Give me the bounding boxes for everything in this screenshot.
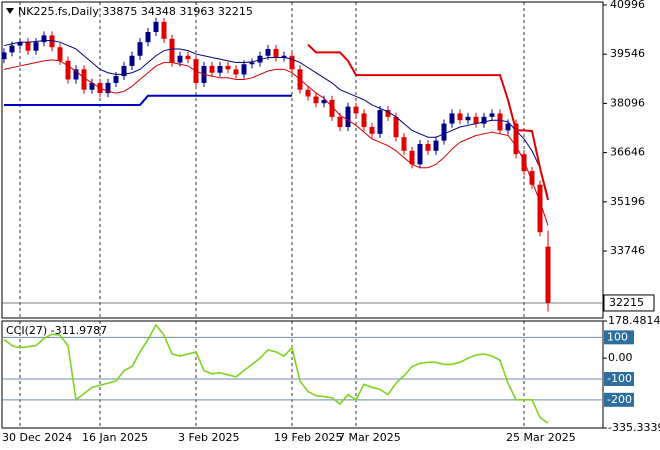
chart-title: NK225.fs,Daily 33875 34348 31963 32215 <box>18 5 253 18</box>
candle-body <box>521 154 527 172</box>
last-price-box <box>603 294 655 312</box>
candle-body <box>249 62 255 65</box>
y-tick-label: 39546 <box>610 47 645 60</box>
indicator-line <box>4 94 292 106</box>
y-tick-label: -335.3339 <box>608 421 660 434</box>
candle-body <box>345 106 351 128</box>
candle-body <box>9 45 15 53</box>
candle-body <box>425 143 431 151</box>
y-tick-label: 0.00 <box>608 351 633 364</box>
x-tick-label: 7 Mar 2025 <box>338 431 401 444</box>
candle-body <box>385 110 391 117</box>
candle-body <box>377 110 383 134</box>
candle-body <box>545 246 551 303</box>
level-box <box>604 371 634 386</box>
candle-body <box>353 106 359 114</box>
candle-body <box>73 69 79 80</box>
candle-body <box>89 82 95 90</box>
candle-body <box>185 55 191 60</box>
candle-body <box>329 99 335 117</box>
candle-body <box>65 60 71 80</box>
candle-body <box>289 55 295 70</box>
y-tick-label: 40996 <box>610 0 645 11</box>
y-tick-label: 35196 <box>610 195 645 208</box>
y-tick-label: 38096 <box>610 96 645 109</box>
candle-body <box>265 48 271 56</box>
candle-body <box>49 35 55 48</box>
candle-body <box>137 42 143 56</box>
level-box <box>604 392 634 407</box>
x-tick-label: 19 Feb 2025 <box>274 431 342 444</box>
candle-body <box>281 55 287 58</box>
y-tick-label: 33746 <box>610 244 645 257</box>
candle-body <box>257 55 263 63</box>
indicator-line <box>3 59 549 226</box>
candle-body <box>409 150 415 165</box>
x-tick-label: 16 Jan 2025 <box>82 431 148 444</box>
candle-body <box>457 113 463 121</box>
candle-body <box>529 171 535 185</box>
candle-body <box>433 140 439 151</box>
candle-body <box>361 113 367 128</box>
candle-body <box>505 123 511 131</box>
candle-body <box>497 113 503 131</box>
candle-body <box>337 116 343 128</box>
y-tick-label: 36646 <box>610 146 645 159</box>
candle-body <box>33 42 39 51</box>
candle-body <box>313 96 319 104</box>
candle-body <box>225 65 231 70</box>
x-tick-label: 3 Feb 2025 <box>178 431 239 444</box>
candle-body <box>169 38 175 63</box>
candle-body <box>145 31 151 43</box>
menu-triangle <box>6 8 14 14</box>
candle-body <box>25 42 31 51</box>
candle-body <box>273 48 279 58</box>
candle-body <box>473 116 479 124</box>
level-label: -100 <box>607 372 632 385</box>
last-price-label: 32215 <box>609 296 644 309</box>
x-tick-label: 25 Mar 2025 <box>506 431 576 444</box>
candle-body <box>57 47 63 61</box>
candle-body <box>513 123 519 155</box>
cci-line <box>3 323 549 424</box>
candle-body <box>417 143 423 165</box>
candle-body <box>241 64 247 75</box>
candle-body <box>441 123 447 141</box>
candle-body <box>481 116 487 124</box>
candle-body <box>233 69 239 75</box>
candle-body <box>161 21 167 39</box>
candle-body <box>465 116 471 121</box>
candle-body <box>305 89 311 97</box>
candle-body <box>1 52 7 60</box>
candle-body <box>393 116 399 138</box>
level-label: 100 <box>607 330 628 343</box>
indicator-line <box>307 43 549 201</box>
x-tick-label: 30 Dec 2024 <box>2 431 72 444</box>
candle-body <box>209 65 215 73</box>
cci-title: CCI(27) -311.9787 <box>6 324 107 337</box>
candle-body <box>177 55 183 63</box>
candle-body <box>401 137 407 151</box>
candle-body <box>81 69 87 90</box>
candle-body <box>121 65 127 77</box>
candle-body <box>17 42 23 46</box>
candle-body <box>113 76 119 83</box>
candle-body <box>449 113 455 124</box>
candle-body <box>537 184 543 233</box>
level-label: -200 <box>607 393 632 406</box>
y-tick-label: 178.4814 <box>608 314 660 327</box>
indicator-line <box>3 39 549 197</box>
candle-body <box>489 113 495 117</box>
candle-body <box>369 127 375 134</box>
cci-frame <box>1 320 604 429</box>
candle-body <box>153 21 159 32</box>
level-box <box>604 330 634 345</box>
candle-body <box>41 35 47 43</box>
candle-body <box>129 55 135 66</box>
main-frame <box>1 1 604 319</box>
candle-body <box>217 65 223 73</box>
candle-body <box>321 99 327 104</box>
candle-body <box>105 82 111 94</box>
